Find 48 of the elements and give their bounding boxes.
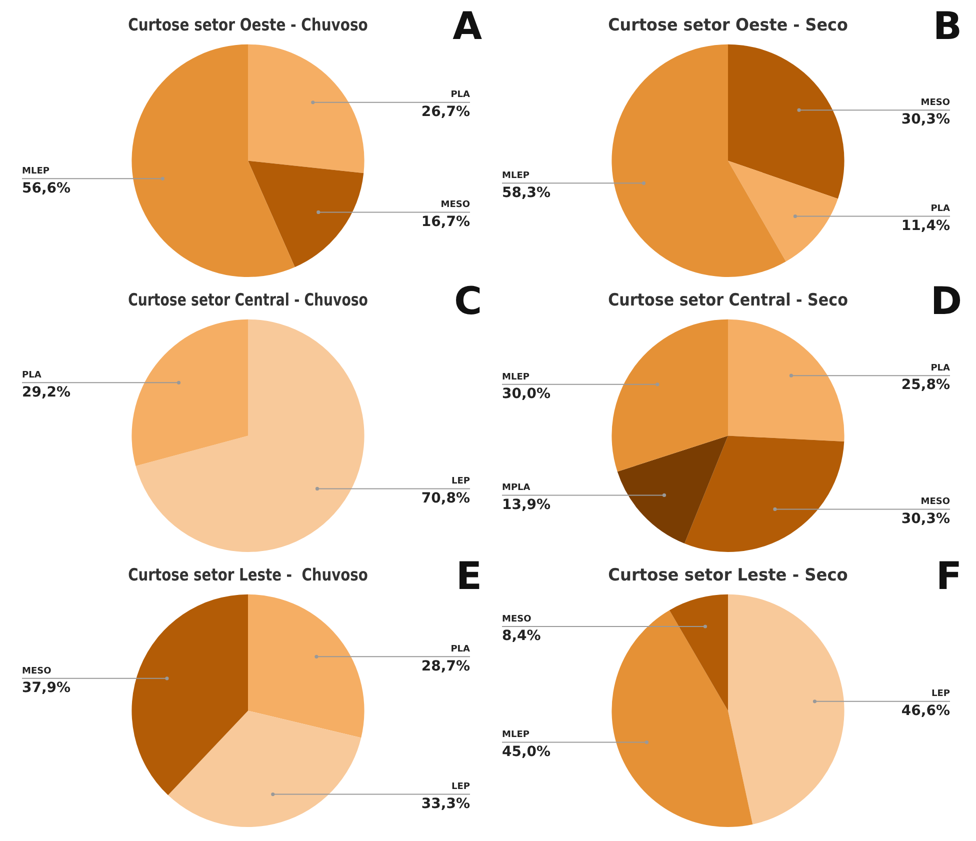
data-label: 26,7% bbox=[421, 104, 470, 120]
chart-title: Curtose setor Leste - Chuvoso bbox=[128, 565, 368, 586]
text: F bbox=[936, 554, 962, 598]
slice-label: LEP bbox=[452, 476, 470, 487]
slice-label: PLA bbox=[930, 204, 950, 214]
slice-label: LEP bbox=[932, 689, 950, 700]
slice-label: PLA bbox=[930, 363, 950, 374]
slice-label: MPLA bbox=[502, 483, 530, 494]
slice-label: MESO bbox=[22, 666, 52, 676]
slice-label: MESO bbox=[920, 497, 950, 508]
data-label: 37,9% bbox=[22, 680, 71, 696]
data-label: 46,6% bbox=[901, 703, 950, 720]
slice-label: MESO bbox=[920, 98, 950, 108]
data-label: 8,4% bbox=[502, 628, 541, 644]
data-label: 30,3% bbox=[901, 510, 950, 527]
data-label: 56,6% bbox=[22, 180, 71, 196]
data-label: 29,2% bbox=[22, 384, 71, 400]
slice-label: MLEP bbox=[502, 372, 530, 382]
slice-label: PLA bbox=[450, 90, 470, 100]
slice-label: LEP bbox=[452, 782, 470, 792]
slice-label: MLEP bbox=[502, 730, 530, 740]
text: C bbox=[454, 278, 482, 323]
chart-title: Curtose setor Oeste - Chuvoso bbox=[128, 15, 368, 35]
data-label: 30,0% bbox=[502, 386, 551, 402]
chart-title: Curtose setor Oeste - Seco bbox=[608, 15, 848, 35]
chart-title: Curtose setor Central - Seco bbox=[608, 290, 848, 310]
slice-label: MLEP bbox=[502, 171, 530, 182]
text: B bbox=[933, 4, 962, 48]
text: A bbox=[452, 4, 483, 48]
chart-title: Curtose setor Leste - Seco bbox=[608, 565, 848, 585]
data-label: 13,9% bbox=[502, 496, 551, 513]
data-label: 58,3% bbox=[502, 184, 551, 201]
data-label: 25,8% bbox=[901, 377, 950, 394]
text: D bbox=[930, 278, 962, 323]
data-label: 45,0% bbox=[502, 744, 551, 760]
slice-label: MLEP bbox=[22, 166, 50, 176]
chart-title: Curtose setor Central - Chuvoso bbox=[128, 290, 368, 310]
slice-label: PLA bbox=[22, 370, 42, 381]
slice-label: MESO bbox=[502, 614, 532, 624]
data-label: 33,3% bbox=[421, 796, 470, 812]
text: E bbox=[456, 554, 482, 598]
slice-label: PLA bbox=[450, 644, 470, 654]
data-label: 70,8% bbox=[421, 490, 470, 506]
slice-label: MESO bbox=[440, 200, 470, 210]
data-label: 30,3% bbox=[901, 112, 950, 128]
data-label: 11,4% bbox=[901, 218, 950, 234]
data-label: 16,7% bbox=[421, 214, 470, 230]
data-label: 28,7% bbox=[421, 658, 470, 674]
